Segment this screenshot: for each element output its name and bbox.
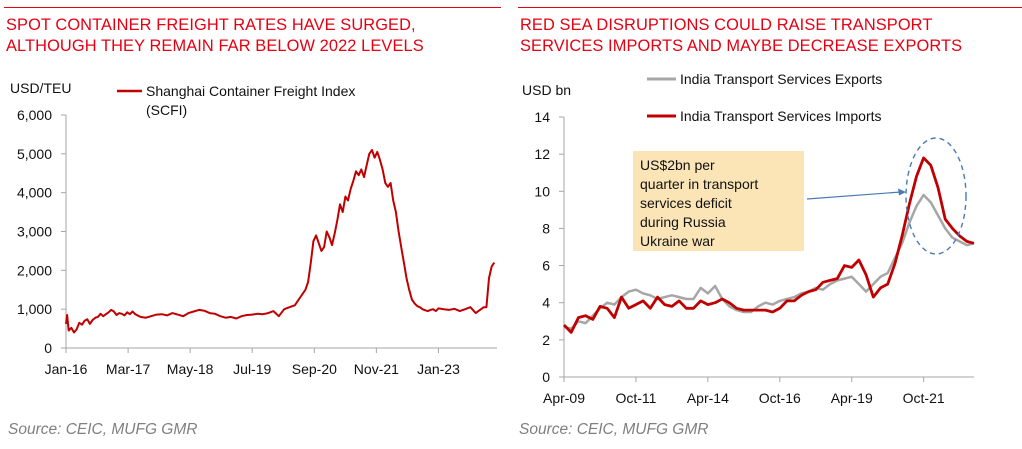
highlight-ellipse [905,137,967,255]
annotation-text-line: during Russia [640,214,726,230]
source-note: Source: CEIC, MUFG GMR [8,421,198,438]
y-tick-label: 2,000 [17,262,52,278]
legend-label-scfi: Shanghai Container Freight Index (SCFI) [146,83,355,118]
series-line-exports [563,193,975,330]
chart-title: SPOT CONTAINER FREIGHT RATES HAVE SURGED… [6,15,424,57]
y-unit-label: USD bn [522,82,571,98]
x-tick-label: Sep-20 [292,361,337,377]
x-tick-label: Apr-19 [831,390,873,406]
y-tick-label: 8 [542,220,550,236]
x-tick-label: Jan-23 [417,361,460,377]
chart-legend: Shanghai Container Freight Index (SCFI) [117,83,355,118]
y-tick-label: 4 [542,295,550,311]
y-tick-label: 6 [542,258,550,274]
y-tick-label: 5,000 [17,146,52,162]
y-tick-label: 0 [542,369,550,385]
legend-label-line: (SCFI) [146,102,187,118]
chart-title-line-2: SERVICES IMPORTS AND MAYBE DECREASE EXPO… [520,37,963,55]
annotation-text-line: services deficit [640,195,732,211]
scfi-line-chart: USD/TEU Shanghai Container Freight Index… [10,80,497,377]
x-tick-label: Apr-09 [543,390,585,406]
x-tick-label: Oct-21 [903,390,945,406]
y-tick-label: 4,000 [17,185,52,201]
left-chart-panel: SPOT CONTAINER FREIGHT RATES HAVE SURGED… [0,0,505,449]
y-tick-label: 6,000 [17,107,52,123]
series-line-scfi [65,149,496,334]
title-rule [518,7,1022,8]
legend-label-exports: India Transport Services Exports [680,71,882,87]
y-tick-label: 2 [542,332,550,348]
x-tick-label: May-18 [167,361,214,377]
y-unit-label: USD/TEU [10,80,71,96]
annotation-arrow [806,191,902,200]
chart-title-line-1: RED SEA DISRUPTIONS COULD RAISE TRANSPOR… [520,16,933,34]
series-line-imports [562,156,975,334]
legend-label-line: Shanghai Container Freight Index [146,83,355,99]
annotation-text-line: US$2bn per [640,157,715,173]
x-tick-label: Jul-19 [233,361,271,377]
y-tick-label: 12 [534,146,550,162]
y-tick-label: 0 [44,340,52,356]
chart-title: RED SEA DISRUPTIONS COULD RAISE TRANSPOR… [520,15,962,57]
x-tick-label: Oct-11 [615,390,656,406]
annotation-arrow-head [898,188,906,196]
right-chart-panel: RED SEA DISRUPTIONS COULD RAISE TRANSPOR… [514,0,1022,449]
y-tick-label: 10 [534,183,550,199]
chart-title-line-1: SPOT CONTAINER FREIGHT RATES HAVE SURGED… [6,16,416,34]
title-rule [4,7,501,8]
x-tick-label: Apr-14 [687,390,729,406]
source-note: Source: CEIC, MUFG GMR [519,421,709,438]
annotation-text-line: quarter in transport [640,176,758,192]
y-tick-label: 14 [534,109,550,125]
transport-services-line-chart: USD bn India Transport Services Exports … [522,71,975,406]
x-tick-label: Nov-21 [354,361,399,377]
x-tick-label: Oct-16 [759,390,801,406]
chart-legend: India Transport Services Exports India T… [647,71,882,124]
chart-title-line-2: ALTHOUGH THEY REMAIN FAR BELOW 2022 LEVE… [6,37,424,55]
y-tick-label: 3,000 [17,224,52,240]
x-tick-label: Jan-16 [45,361,88,377]
annotation-box [633,151,804,251]
y-tick-label: 1,000 [17,301,52,317]
annotation-text-line: Ukraine war [640,233,715,249]
x-tick-label: Mar-17 [106,361,151,377]
legend-label-imports: India Transport Services Imports [680,108,882,124]
annotation-callout: US$2bn per quarter in transport services d… [633,137,967,255]
